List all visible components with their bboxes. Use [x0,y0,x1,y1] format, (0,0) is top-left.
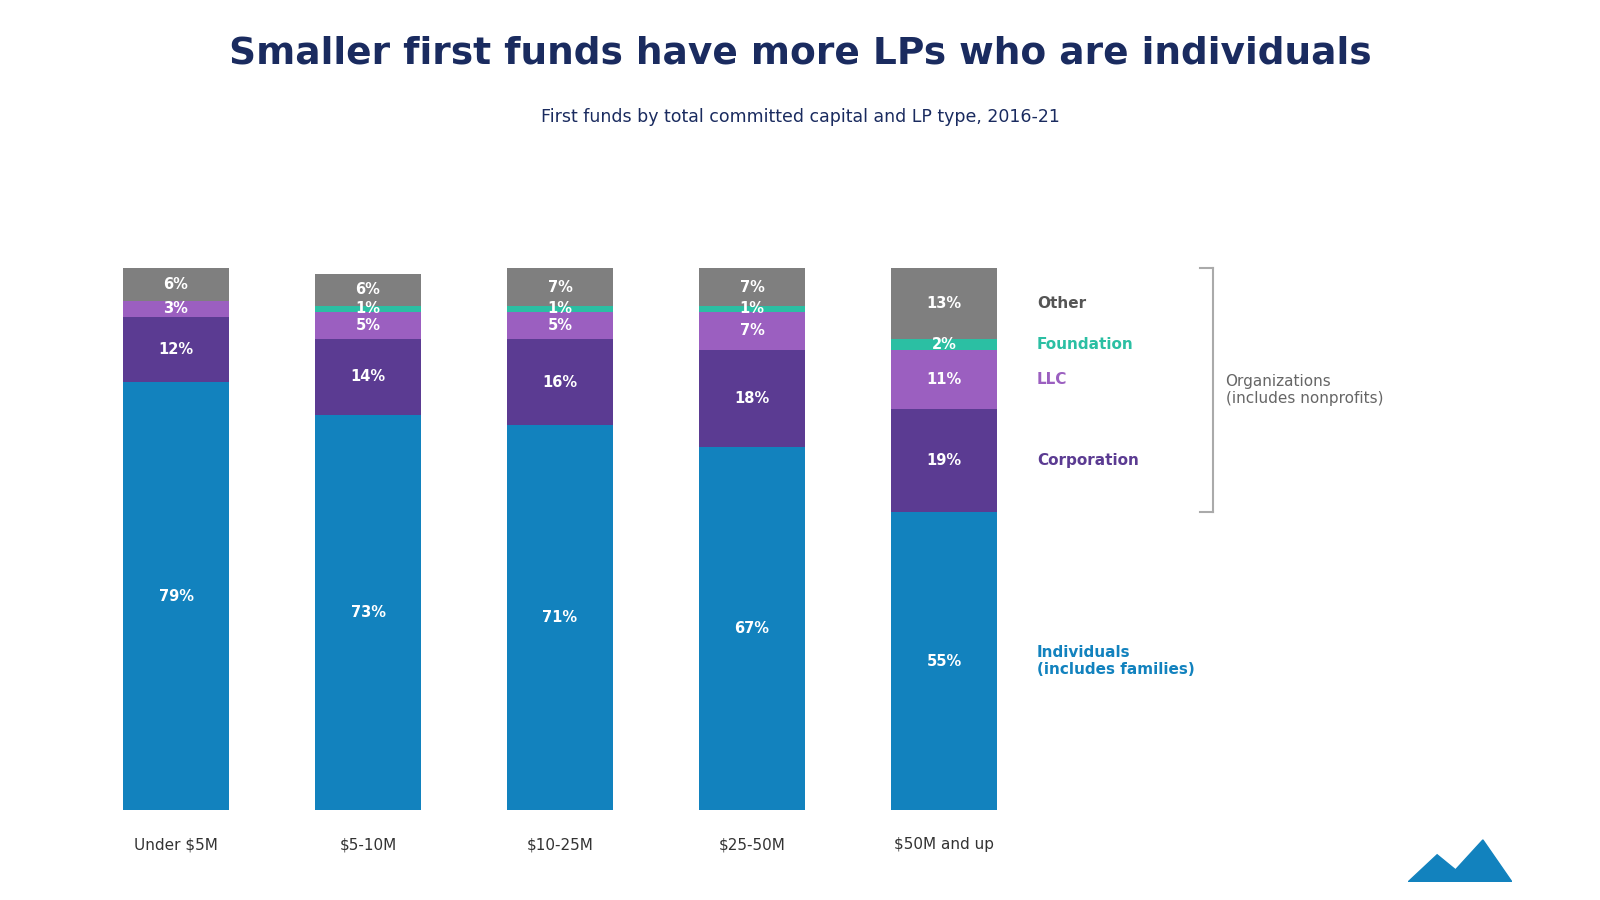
Bar [699,349,805,447]
Text: 19%: 19% [926,453,962,468]
Text: Under $5M: Under $5M [134,837,218,852]
Text: 67%: 67% [734,621,770,636]
Polygon shape [1445,840,1512,882]
Text: 73%: 73% [350,605,386,620]
Text: Other: Other [1037,296,1086,311]
Bar [507,306,613,311]
Text: 7%: 7% [739,280,765,295]
Text: 1%: 1% [355,302,381,317]
Text: LLC: LLC [1037,372,1067,387]
Text: 7%: 7% [547,280,573,295]
Bar [507,311,613,338]
Text: 55%: 55% [926,653,962,669]
Polygon shape [1408,855,1470,882]
Bar [891,268,997,338]
Text: Individuals
(includes families): Individuals (includes families) [1037,644,1195,677]
Text: 16%: 16% [542,374,578,390]
Bar [891,349,997,410]
Bar [123,382,229,810]
Bar [315,306,421,311]
Text: 1%: 1% [547,302,573,317]
Bar [123,317,229,382]
Text: 13%: 13% [926,296,962,311]
Bar [507,426,613,810]
Text: 3%: 3% [163,302,189,317]
Bar [315,415,421,810]
Bar [315,338,421,415]
Text: $5-10M: $5-10M [339,837,397,852]
Bar [891,512,997,810]
Text: Foundation: Foundation [1037,337,1133,352]
Text: First funds by total committed capital and LP type, 2016-21: First funds by total committed capital a… [541,108,1059,126]
Text: $10-25M: $10-25M [526,837,594,852]
Text: 71%: 71% [542,610,578,626]
Text: 7%: 7% [739,323,765,338]
Text: $50M and up: $50M and up [894,837,994,852]
Bar [123,268,229,301]
Bar [315,274,421,306]
Text: 12%: 12% [158,342,194,357]
Text: 14%: 14% [350,369,386,384]
Text: Corporation: Corporation [1037,453,1139,468]
Text: Organizations
(includes nonprofits): Organizations (includes nonprofits) [1226,374,1382,407]
Bar [507,338,613,426]
Bar [699,311,805,349]
Text: 6%: 6% [355,283,381,298]
Text: 11%: 11% [926,372,962,387]
Text: 5%: 5% [355,318,381,333]
Bar [123,301,229,317]
Bar [507,268,613,306]
Bar [891,410,997,512]
Text: 5%: 5% [547,318,573,333]
Text: $25-50M: $25-50M [718,837,786,852]
Text: Smaller first funds have more LPs who are individuals: Smaller first funds have more LPs who ar… [229,36,1371,72]
Text: 79%: 79% [158,589,194,604]
Bar [891,338,997,349]
Bar [699,306,805,311]
Text: 6%: 6% [163,277,189,292]
Text: 2%: 2% [931,337,957,352]
Text: 18%: 18% [734,391,770,406]
Bar [699,447,805,810]
Bar [315,311,421,338]
Bar [699,268,805,306]
Text: 1%: 1% [739,302,765,317]
